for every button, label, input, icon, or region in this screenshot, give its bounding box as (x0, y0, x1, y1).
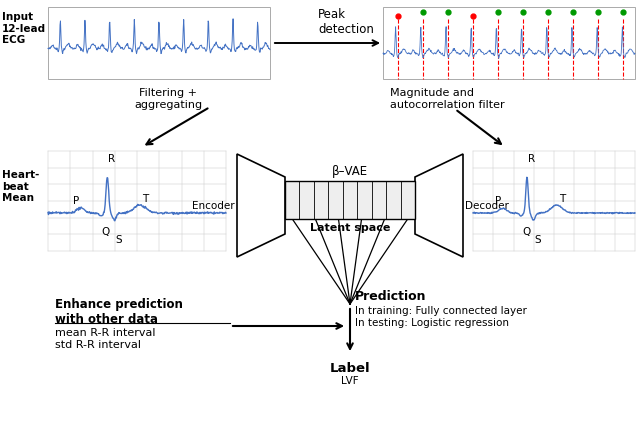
Text: LVF: LVF (341, 375, 359, 385)
Bar (285, 181, 415, 219)
Text: Label: Label (330, 361, 371, 374)
Text: Decoder: Decoder (465, 201, 509, 211)
Text: Q: Q (522, 226, 531, 236)
Text: T: T (142, 194, 148, 204)
Text: Peak
detection: Peak detection (318, 8, 374, 36)
Text: Input
12-lead
ECG: Input 12-lead ECG (2, 12, 46, 45)
Text: In training: Fully connected layer
In testing: Logistic regression: In training: Fully connected layer In te… (355, 305, 527, 327)
Text: Q: Q (102, 226, 110, 236)
Text: R: R (528, 154, 535, 164)
Text: Prediction: Prediction (355, 289, 426, 302)
Text: P: P (74, 196, 79, 206)
Text: P: P (495, 196, 502, 206)
Text: Heart-
beat
Mean: Heart- beat Mean (2, 170, 40, 203)
Polygon shape (415, 155, 463, 257)
Text: mean R-R interval
std R-R interval: mean R-R interval std R-R interval (55, 327, 156, 349)
Text: R: R (108, 154, 115, 164)
Bar (48, 8, 270, 80)
Text: S: S (115, 235, 122, 245)
Polygon shape (237, 155, 285, 257)
Text: Latent space: Latent space (310, 222, 390, 233)
Bar (383, 8, 635, 80)
Text: Encoder: Encoder (193, 201, 235, 211)
Text: Enhance prediction
with other data: Enhance prediction with other data (55, 297, 183, 325)
Text: Filtering +
aggregating: Filtering + aggregating (134, 88, 202, 109)
Text: Magnitude and
autocorrelation filter: Magnitude and autocorrelation filter (390, 88, 504, 109)
Text: S: S (534, 235, 541, 245)
Text: β–VAE: β–VAE (332, 164, 368, 178)
Text: T: T (559, 194, 565, 204)
